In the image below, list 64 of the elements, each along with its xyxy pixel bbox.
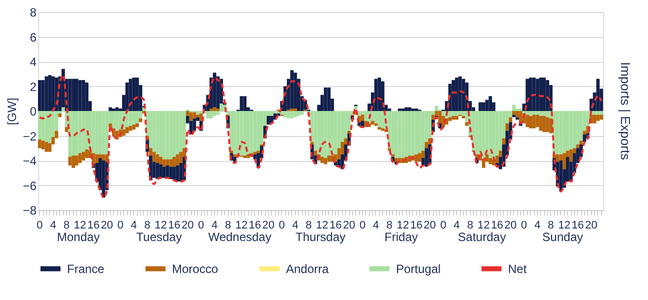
x-tick-label: 8 [467,220,474,232]
x-tick-label: 20 [585,220,598,232]
x-tick-label: 16 [410,220,422,232]
y-tick-label: −6 [22,178,37,193]
legend-label: France [67,262,105,276]
y-tick-label: −4 [22,154,37,168]
x-tick-label: 4 [534,220,540,232]
x-tick-label: 12 [74,220,86,232]
text: Tuesday [136,230,182,244]
legend-label: Net [508,262,528,276]
x-tick-label: 16 [87,220,100,232]
x-tick-label: 12 [396,220,410,232]
x-tick-label: 20 [342,220,356,232]
text: Monday [57,230,100,244]
text: Thursday [295,230,346,244]
x-tick-label: 12 [477,220,490,232]
x-tick-label: 0 [117,220,124,232]
y-tick-label: 6 [30,30,37,44]
x-tick-label: 8 [386,220,393,232]
x-tick-label: 4 [292,220,298,232]
x-tick-label: 0 [278,220,285,232]
x-tick-label: 20 [100,220,114,232]
x-tick-label: 8 [306,220,312,232]
x-tick-label: 0 [520,220,528,232]
legend-label: Andorra [286,262,330,276]
x-tick-label: 20 [504,220,517,232]
x-tick-label: 16 [168,220,180,232]
y-tick-label: 0 [30,104,37,118]
x-tick-label: 12 [154,220,167,232]
x-tick-label: 16 [572,220,584,232]
x-tick-label: 0 [440,220,446,232]
x-tick-label: 8 [548,220,554,232]
x-tick-label: 12 [235,220,248,232]
text: Wednesday [208,230,272,244]
x-tick-label: 16 [248,220,262,232]
x-tick-label: 0 [359,220,366,232]
x-tick-label: 20 [182,220,194,232]
text: Friday [384,230,418,244]
y-tick-label: −2 [22,129,37,144]
y-tick-label: 2 [30,80,37,94]
x-tick-label: 4 [454,220,460,232]
x-tick-label: 16 [330,220,342,232]
y-tick-label: 4 [30,55,37,69]
x-tick-label: 4 [212,220,218,232]
x-tick-label: 8 [144,220,150,232]
x-tick-label: 12 [316,220,328,232]
x-tick-label: 16 [490,220,504,232]
x-tick-label: 12 [558,220,570,232]
text: Sunday [542,230,583,244]
legend-label: Portugal [396,262,441,276]
x-tick-label: 4 [50,220,56,232]
y-tick-label: 8 [30,6,37,20]
legend-label: Morocco [172,262,218,276]
x-tick-label: 4 [130,220,137,232]
y-axis-title: [GW] [4,98,19,126]
text: Saturday [458,230,506,244]
x-tick-label: 4 [372,220,380,232]
x-tick-label: 0 [198,220,204,232]
x-tick-label: 8 [224,220,232,232]
x-tick-label: 8 [64,220,70,232]
x-tick-label: 20 [262,220,274,232]
y2-axis-title: Imports | Exports [618,62,633,161]
x-tick-label: 20 [424,220,436,232]
y-tick-label: −8 [22,204,37,218]
